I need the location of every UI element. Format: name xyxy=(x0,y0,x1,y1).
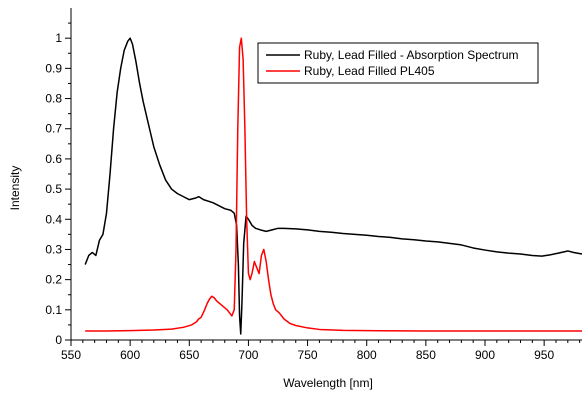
series-line-0 xyxy=(84,37,583,335)
legend: Ruby, Lead Filled - Absorption Spectrum … xyxy=(257,42,539,84)
y-tick-label: 0.1 xyxy=(45,303,62,317)
plot-area: 0 0.1 0.2 0.3 0.4 0.5 0.6 0.7 0.8 0.9 1 550 600 650 70… xyxy=(45,8,583,362)
y-tick-label: 0.5 xyxy=(45,182,62,196)
axes-layer: 0 0.1 0.2 0.3 0.4 0.5 0.6 0.7 0.8 0.9 1 550 600 650 70… xyxy=(45,8,582,362)
legend-label-pl405: Ruby, Lead Filled PL405 xyxy=(304,64,435,78)
y-tick-label: 0.8 xyxy=(45,92,62,106)
series-layer xyxy=(84,37,583,335)
series-line-1 xyxy=(85,37,582,332)
x-axis-title: Wavelength [nm] xyxy=(283,376,373,390)
x-tick-label: 900 xyxy=(475,348,495,362)
y-tick-label: 0.9 xyxy=(45,61,62,75)
y-tick-label: 0.2 xyxy=(45,273,62,287)
x-tick-label: 850 xyxy=(416,348,436,362)
y-tick-label: 0 xyxy=(55,333,62,347)
x-tick-label: 600 xyxy=(120,348,140,362)
legend-box xyxy=(257,42,539,84)
x-tick-label: 750 xyxy=(298,348,318,362)
y-tick-label: 1 xyxy=(55,31,62,45)
x-tick-label: 950 xyxy=(534,348,554,362)
x-tick-label: 800 xyxy=(357,348,377,362)
x-tick-label: 650 xyxy=(179,348,199,362)
x-tick-label: 700 xyxy=(238,348,258,362)
y-tick-label: 0.7 xyxy=(45,122,62,136)
y-tick-label: 0.4 xyxy=(45,212,62,226)
legend-label-absorption: Ruby, Lead Filled - Absorption Spectrum xyxy=(304,48,519,62)
x-tick-label: 550 xyxy=(61,348,81,362)
y-tick-label: 0.6 xyxy=(45,152,62,166)
y-tick-label: 0.3 xyxy=(45,242,62,256)
y-axis-title: Intensity xyxy=(8,166,22,211)
